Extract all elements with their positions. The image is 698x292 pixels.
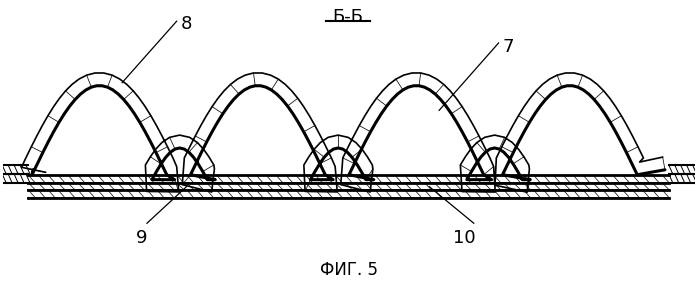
Text: 8: 8 xyxy=(181,15,192,33)
Polygon shape xyxy=(669,174,698,183)
Polygon shape xyxy=(28,175,669,183)
Text: ФИГ. 5: ФИГ. 5 xyxy=(320,261,378,279)
Polygon shape xyxy=(0,174,28,183)
Polygon shape xyxy=(28,190,669,197)
Text: Б-Б: Б-Б xyxy=(332,8,364,26)
Polygon shape xyxy=(28,183,669,190)
Text: 10: 10 xyxy=(452,229,475,247)
Text: 9: 9 xyxy=(136,229,148,247)
Polygon shape xyxy=(22,73,665,192)
Polygon shape xyxy=(669,165,698,174)
Text: 7: 7 xyxy=(503,38,514,56)
Polygon shape xyxy=(0,165,28,174)
